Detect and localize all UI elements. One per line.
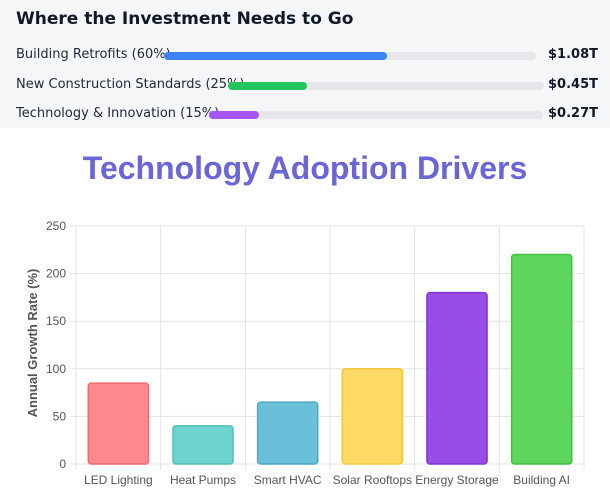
- y-tick-labels: 0 50 100 150 200 250: [46, 219, 66, 471]
- chart-title: Technology Adoption Drivers: [82, 150, 528, 186]
- investment-fill-bar: [164, 52, 388, 60]
- investment-label: Building Retrofits (60%): [16, 47, 171, 62]
- bar-building-ai: [510, 253, 573, 465]
- bars: [87, 253, 573, 465]
- x-tick-label: LED Lighting: [84, 473, 153, 487]
- investment-label: Technology & Innovation (15%): [16, 106, 220, 121]
- investment-row-technology: Technology & Innovation (15%) $0.27T: [16, 105, 598, 125]
- investment-value: $1.08T: [548, 47, 598, 62]
- y-tick-label: 250: [46, 219, 66, 233]
- investment-track: [228, 82, 544, 90]
- bar-heat-pumps: [172, 425, 234, 465]
- investment-row-new-construction: New Construction Standards (25%) $0.45T: [16, 76, 598, 96]
- investment-value: $0.27T: [548, 106, 598, 121]
- y-tick-label: 50: [53, 409, 67, 423]
- bar-chart: 0 50 100 150 200 250 LED Lighting Heat Pumps Sm…: [25, 219, 585, 487]
- bar-energy-storage: [426, 291, 488, 465]
- y-tick-label: 150: [46, 314, 66, 328]
- investment-label: New Construction Standards (25%): [16, 77, 245, 92]
- x-tick-labels: LED Lighting Heat Pumps Smart HVAC Solar Ro…: [84, 473, 570, 487]
- y-tick-label: 100: [46, 362, 66, 376]
- investment-panel: Where the Investment Needs to Go Buildin…: [0, 0, 610, 128]
- investment-row-retrofits: Building Retrofits (60%) $1.08T: [16, 46, 598, 66]
- y-tick-label: 0: [59, 457, 66, 471]
- grid-lines: [70, 225, 585, 470]
- x-tick-label: Heat Pumps: [170, 473, 236, 487]
- investment-track: [209, 111, 543, 119]
- investment-fill-bar: [209, 111, 260, 119]
- investment-track: [164, 52, 536, 60]
- y-axis-title: Annual Growth Rate (%): [25, 269, 40, 418]
- bar-led-lighting: [87, 382, 150, 465]
- x-tick-label: Building AI: [513, 473, 570, 487]
- investment-value: $0.45T: [548, 77, 598, 92]
- investment-fill-bar: [228, 82, 307, 90]
- x-tick-label: Solar Rooftops: [333, 473, 412, 487]
- investment-title: Where the Investment Needs to Go: [16, 9, 354, 29]
- bar-solar-rooftops: [341, 368, 404, 465]
- x-tick-label: Smart HVAC: [254, 473, 322, 487]
- bar-smart-hvac: [256, 401, 319, 465]
- y-tick-label: 200: [46, 267, 66, 281]
- x-tick-label: Energy Storage: [415, 473, 499, 487]
